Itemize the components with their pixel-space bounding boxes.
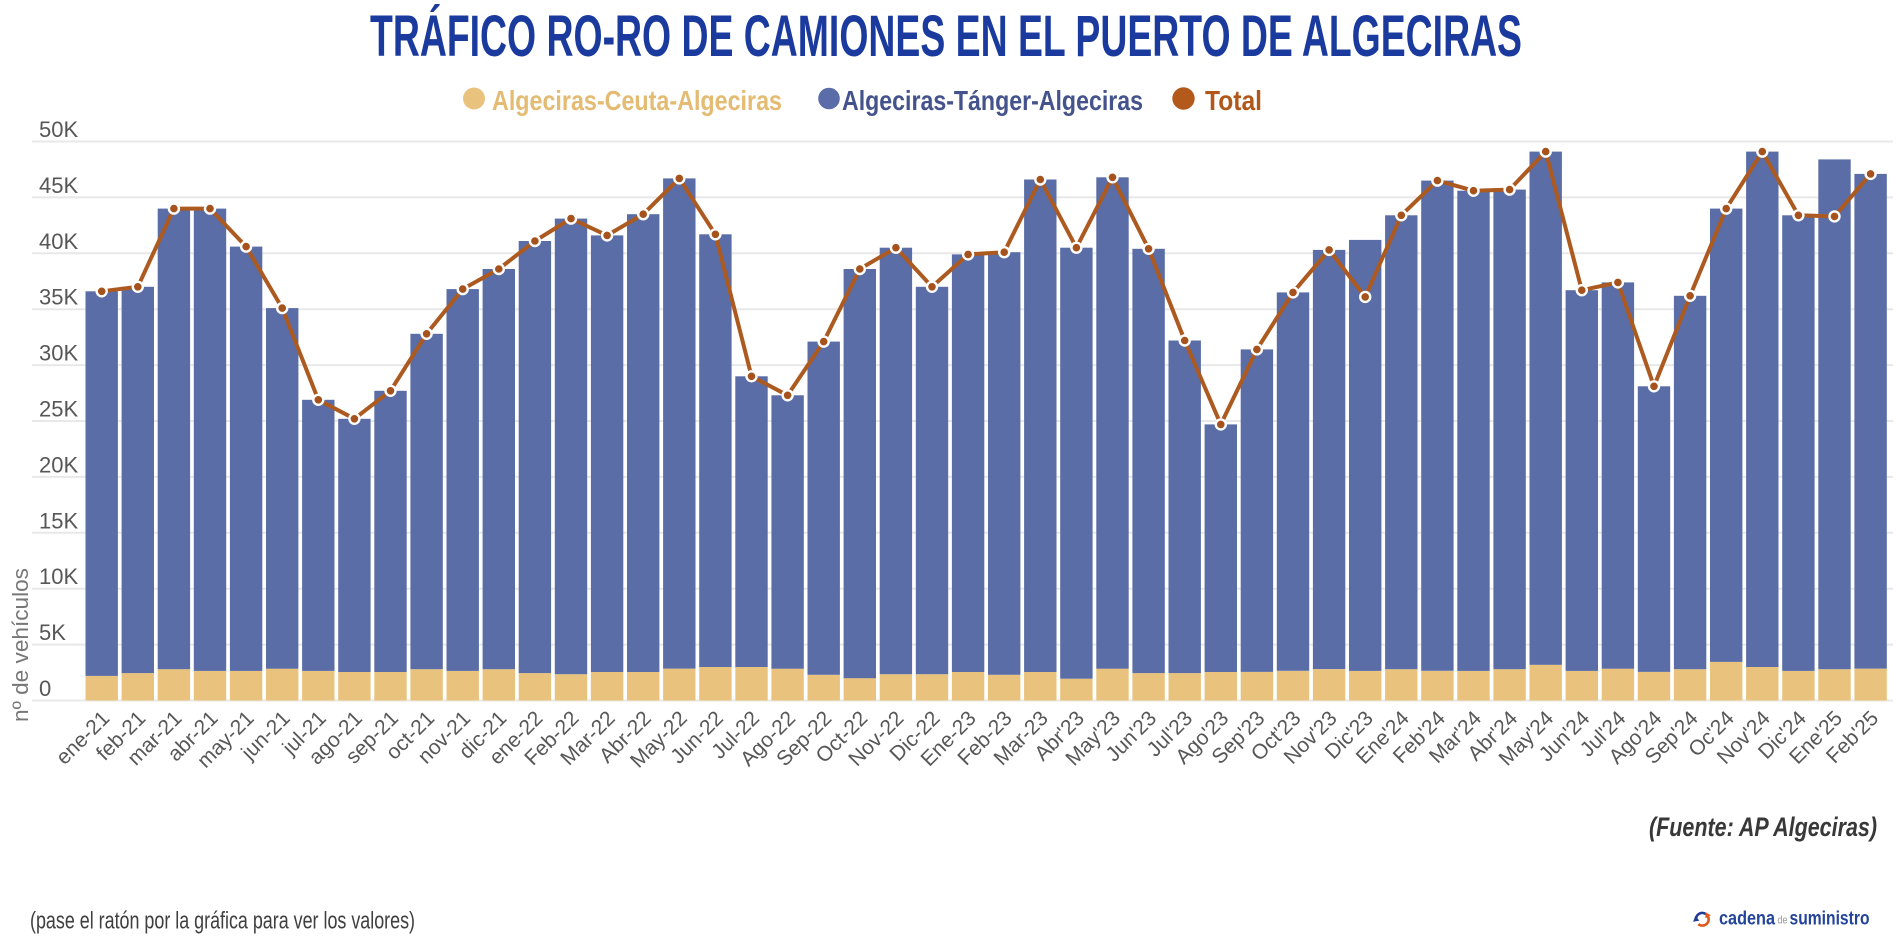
- svg-text:Total: Total: [1205, 85, 1262, 116]
- svg-text:nº de vehículos: nº de vehículos: [8, 568, 33, 722]
- svg-text:de: de: [1778, 915, 1788, 927]
- svg-text:30K: 30K: [39, 341, 78, 366]
- svg-text:(Fuente: AP Algeciras): (Fuente: AP Algeciras): [1649, 812, 1877, 842]
- svg-text:25K: 25K: [39, 397, 78, 422]
- svg-text:35K: 35K: [39, 285, 78, 310]
- svg-text:cadena: cadena: [1719, 909, 1775, 930]
- svg-text:TRÁFICO RO-RO DE CAMIONES EN E: TRÁFICO RO-RO DE CAMIONES EN EL PUERTO D…: [370, 4, 1522, 69]
- svg-text:0: 0: [39, 676, 51, 701]
- svg-text:(pase el ratón por la gráfica: (pase el ratón por la gráfica para ver l…: [30, 908, 415, 935]
- svg-text:Algeciras-Tánger-Algeciras: Algeciras-Tánger-Algeciras: [842, 85, 1143, 116]
- svg-text:suministro: suministro: [1790, 909, 1870, 930]
- svg-text:50K: 50K: [39, 117, 78, 142]
- svg-text:20K: 20K: [39, 452, 78, 477]
- svg-text:45K: 45K: [39, 173, 78, 198]
- svg-text:40K: 40K: [39, 229, 78, 254]
- svg-text:10K: 10K: [39, 564, 78, 589]
- svg-text:Algeciras-Ceuta-Algeciras: Algeciras-Ceuta-Algeciras: [492, 85, 782, 116]
- svg-text:5K: 5K: [39, 620, 66, 645]
- svg-text:15K: 15K: [39, 508, 78, 533]
